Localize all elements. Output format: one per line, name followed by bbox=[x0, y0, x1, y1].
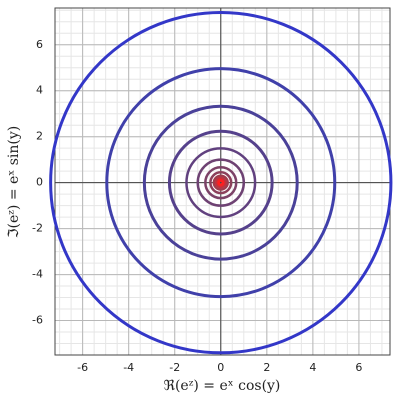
circle bbox=[142, 104, 299, 261]
x-tick-label: -4 bbox=[123, 361, 134, 374]
circle bbox=[167, 129, 274, 236]
y-tick-label: -6 bbox=[32, 314, 43, 327]
circle bbox=[204, 165, 238, 200]
y-tick-label: 2 bbox=[36, 130, 43, 143]
y-tick-label: 0 bbox=[36, 176, 43, 189]
x-tick-label: 4 bbox=[309, 361, 316, 374]
x-tick-label: -2 bbox=[169, 361, 180, 374]
x-tick-label: -6 bbox=[77, 361, 88, 374]
y-tick-label: 6 bbox=[36, 38, 43, 51]
circle bbox=[49, 11, 393, 355]
x-tick-label: 6 bbox=[355, 361, 362, 374]
x-tick-label: 0 bbox=[217, 361, 224, 374]
circle bbox=[217, 179, 225, 186]
y-tick-label: 4 bbox=[36, 84, 43, 97]
circle bbox=[196, 158, 246, 207]
x-tick-label: 2 bbox=[263, 361, 270, 374]
x-axis-label: ℜ(eᶻ) = eˣ cos(y) bbox=[164, 378, 281, 394]
circle bbox=[105, 67, 337, 299]
y-tick-label: -4 bbox=[32, 268, 43, 281]
circle bbox=[209, 171, 233, 195]
circle bbox=[185, 147, 257, 219]
y-tick-label: -2 bbox=[32, 222, 43, 235]
y-axis-label: ℑ(eᶻ) = eˣ sin(y) bbox=[6, 126, 22, 238]
circle bbox=[214, 176, 227, 189]
circle bbox=[212, 174, 229, 191]
